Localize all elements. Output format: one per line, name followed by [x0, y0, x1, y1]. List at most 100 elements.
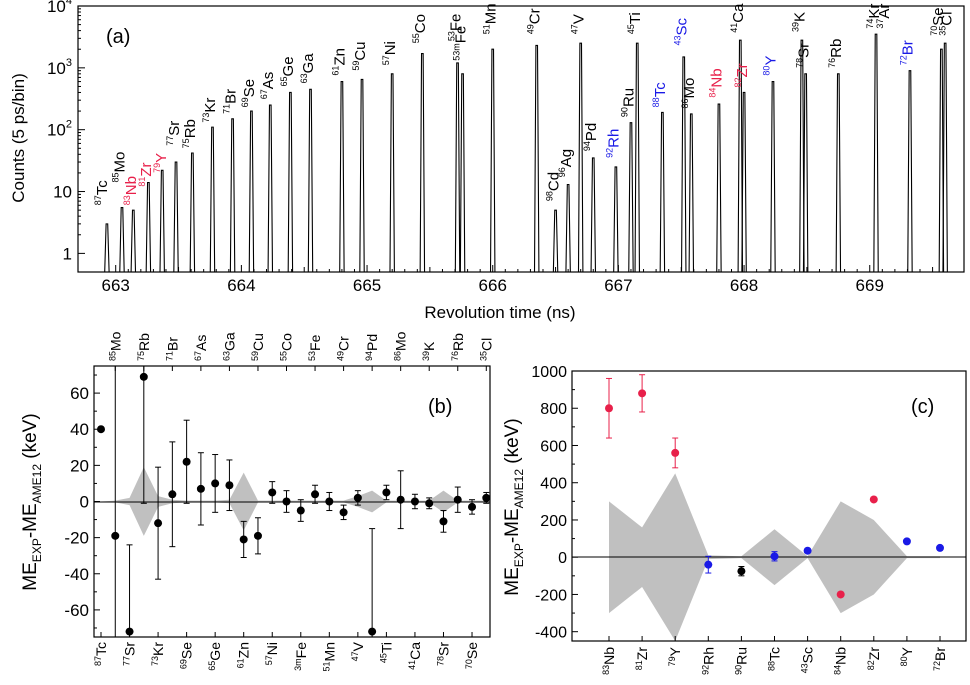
- y-tick-base: 1: [63, 244, 72, 263]
- bottom-label-12: 78Sr: [435, 642, 451, 666]
- peak-label-27: 45Ti: [626, 12, 644, 34]
- peak-label-42-symbol: Cl: [939, 12, 956, 26]
- peak-4: [159, 169, 165, 273]
- data-point-17: [339, 508, 348, 517]
- peak-0: [104, 223, 110, 273]
- peak-label-32-mass: 41: [729, 23, 739, 33]
- panel-c-y-sub2: AME12: [512, 469, 526, 509]
- y-tick-label-2: -20: [64, 529, 89, 548]
- peak-label-39: 37Ar: [875, 4, 893, 29]
- top-label-3-symbol: As: [193, 335, 209, 351]
- peak-label-12-symbol: Ga: [300, 53, 317, 74]
- peak-label-25-mass: 92: [605, 148, 615, 158]
- top-label-4-symbol: Ga: [221, 332, 237, 351]
- peak-label-28-symbol: Tc: [652, 82, 669, 98]
- top-label-11-symbol: K: [421, 341, 437, 351]
- panel-c-y-me: ME: [502, 567, 523, 596]
- top-label-9-mass: 94: [364, 351, 374, 361]
- peak-19: [489, 48, 496, 273]
- bottom-label-13: 70Se: [464, 642, 480, 669]
- peak-36: [802, 73, 809, 273]
- peak-label-4-mass: 79: [152, 163, 162, 173]
- y-tick-label-2: 0: [558, 550, 567, 567]
- panel-a-label: (a): [106, 26, 130, 48]
- bottom-label-10: 45Ti: [378, 642, 394, 663]
- bottom-label-7: 3mFe: [293, 642, 309, 671]
- peak-label-32: 41Ca: [729, 3, 747, 33]
- peak-label-30: 86Mo: [680, 78, 698, 109]
- bottom-label-8: 51Mn: [321, 642, 337, 671]
- y-tick-label-6: 800: [540, 401, 567, 418]
- peak-label-41-mass: 70: [929, 26, 939, 36]
- peak-label-4: 79Y: [152, 153, 170, 173]
- top-label-7-mass: 53: [307, 351, 317, 361]
- x-label-4-mass: 90: [733, 665, 743, 675]
- bottom-label-9-symbol: V: [350, 641, 366, 651]
- peak-label-40: 72Br: [899, 40, 917, 65]
- top-label-2: 71Br: [164, 337, 180, 361]
- peak-label-26: 90Ru: [620, 88, 638, 117]
- top-label-4-mass: 63: [221, 351, 231, 361]
- bottom-label-12-symbol: Sr: [435, 642, 451, 656]
- peak-label-36-mass: 78: [794, 58, 804, 68]
- data-point-14: [296, 506, 305, 515]
- data-point-1: [638, 389, 647, 398]
- peak-label-36-symbol: Sr: [795, 43, 812, 58]
- peak-label-3-mass: 81: [137, 177, 147, 187]
- top-label-0-symbol: Mo: [107, 331, 123, 351]
- data-point-19: [368, 627, 377, 636]
- peak-label-6-mass: 75: [181, 138, 191, 148]
- peak-25: [613, 166, 619, 273]
- top-label-12-mass: 76: [450, 351, 460, 361]
- peak-label-7-symbol: Kr: [202, 98, 219, 113]
- peak-label-4-symbol: Y: [153, 153, 170, 163]
- x-label-4: 90Ru: [733, 647, 749, 675]
- peak-label-13: 61Zn: [331, 48, 349, 76]
- bottom-label-13-mass: 70: [464, 659, 474, 669]
- bottom-label-10-mass: 45: [378, 653, 388, 663]
- peak-label-38-mass: 74: [865, 19, 875, 29]
- x-label-10-symbol: Br: [932, 647, 948, 661]
- peak-32: [737, 39, 744, 273]
- peak-label-5: 77Sr: [165, 121, 183, 146]
- peak-label-17-symbol: Fe: [447, 14, 464, 32]
- bottom-label-2-mass: 73: [150, 656, 160, 666]
- x-label-8-symbol: Zr: [866, 647, 882, 661]
- x-tick-label-0: 663: [102, 276, 130, 295]
- bottom-label-3-symbol: Se: [179, 642, 195, 659]
- bottom-label-5-mass: 61: [236, 658, 246, 668]
- panel-b-y-axis-label: MEEXP-MEAME12 (keV): [20, 413, 44, 590]
- panel-b-y-me: ME: [20, 562, 41, 591]
- peak-label-16-mass: 55: [411, 33, 421, 43]
- data-point-22: [410, 497, 419, 506]
- bottom-label-6-symbol: Ni: [264, 642, 280, 655]
- peak-label-32-symbol: Ca: [730, 3, 747, 23]
- peak-label-34: 80Y: [762, 56, 780, 76]
- panel-b-top-labels: 85Mo75Rb71Br67As63Ga59Cu55Co53Fe49Cr94Pd…: [107, 331, 494, 371]
- peak-label-20-symbol: Cr: [526, 8, 543, 24]
- peak-34: [770, 81, 776, 273]
- peak-label-33: 82Zr: [733, 63, 751, 87]
- top-label-3: 67As: [193, 335, 209, 361]
- peak-38: [873, 33, 879, 273]
- x-label-9-mass: 80: [899, 656, 909, 666]
- y-tick-label-3: 0: [80, 493, 89, 512]
- bottom-label-11-mass: 41: [407, 660, 417, 670]
- peak-label-7-mass: 73: [201, 113, 211, 123]
- peak-label-25: 92Rh: [605, 129, 623, 158]
- top-label-13-symbol: Cl: [478, 338, 494, 351]
- peak-13: [339, 81, 345, 273]
- panel-c-y-axis-label: MEEXP-MEAME12 (keV): [502, 418, 526, 595]
- peak-11: [287, 91, 294, 273]
- data-point-4: [737, 567, 746, 576]
- peak-label-21-symbol: Cd: [545, 172, 562, 191]
- peak-28: [659, 111, 666, 273]
- peak-label-30-mass: 86: [680, 98, 690, 108]
- top-label-4: 63Ga: [221, 332, 237, 361]
- data-point-5: [770, 552, 779, 561]
- x-label-1-mass: 81: [634, 660, 644, 670]
- panel-b-y-ticks: -60 -40 -20 0 20 40 60: [64, 374, 100, 629]
